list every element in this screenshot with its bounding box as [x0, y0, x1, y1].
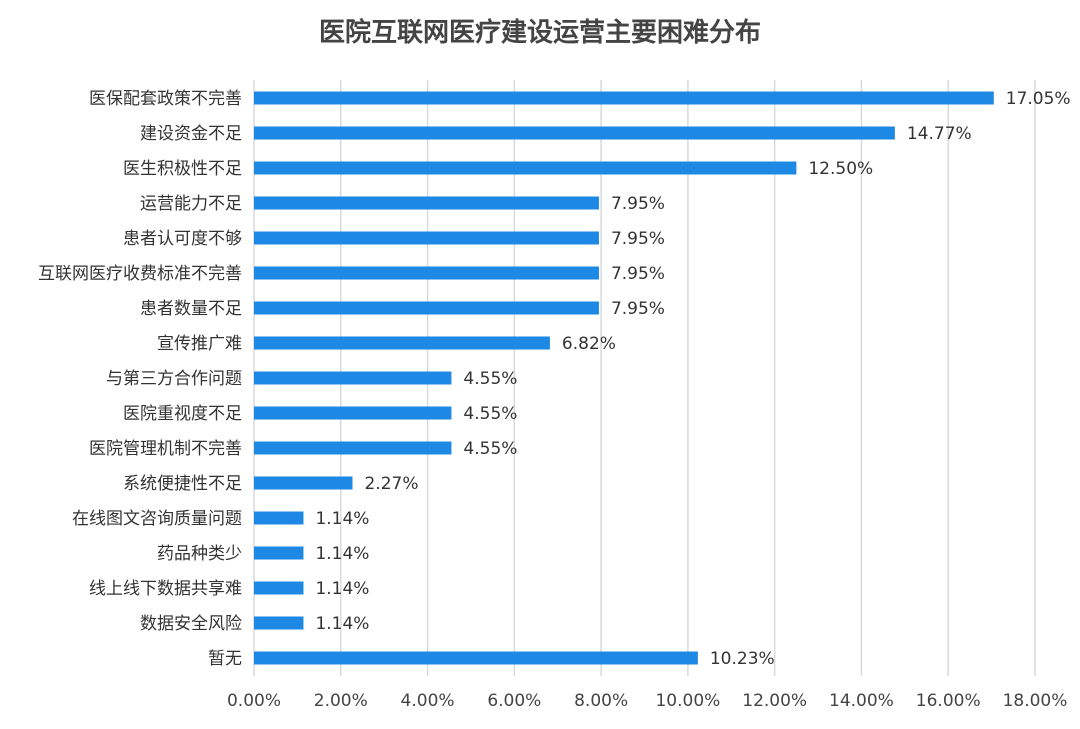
data-label: 12.50%: [808, 159, 873, 179]
category-label: 在线图文咨询质量问题: [72, 509, 242, 529]
bar: [254, 546, 304, 560]
data-label: 17.05%: [1006, 89, 1071, 109]
bar: [254, 371, 452, 385]
bar: [254, 441, 452, 455]
bar: [254, 266, 599, 280]
bar: [254, 476, 353, 490]
data-label: 1.14%: [315, 509, 369, 529]
category-label: 互联网医疗收费标准不完善: [38, 264, 242, 284]
data-label: 4.55%: [463, 369, 517, 389]
x-tick-label: 12.00%: [742, 691, 807, 711]
category-label: 医院管理机制不完善: [89, 439, 242, 459]
x-tick-label: 6.00%: [487, 691, 541, 711]
data-label: 1.14%: [315, 579, 369, 599]
bar: [254, 126, 895, 140]
category-label: 医院重视度不足: [123, 404, 242, 424]
chart-title: 医院互联网医疗建设运营主要困难分布: [318, 18, 761, 48]
data-label: 7.95%: [611, 229, 665, 249]
data-label: 14.77%: [907, 124, 972, 144]
category-label: 运营能力不足: [140, 194, 242, 214]
data-label: 4.55%: [463, 439, 517, 459]
category-label: 药品种类少: [157, 544, 242, 564]
bar: [254, 651, 698, 665]
x-tick-label: 8.00%: [574, 691, 628, 711]
data-label: 10.23%: [710, 649, 775, 669]
category-label: 宣传推广难: [157, 334, 242, 354]
x-tick-label: 4.00%: [401, 691, 455, 711]
x-tick-label: 10.00%: [655, 691, 720, 711]
category-label: 患者认可度不够: [123, 229, 242, 249]
bar: [254, 196, 599, 210]
data-label: 2.27%: [364, 474, 418, 494]
category-label: 线上线下数据共享难: [89, 579, 242, 599]
category-label: 暂无: [208, 649, 242, 669]
category-label: 建设资金不足: [140, 124, 242, 144]
category-label: 患者数量不足: [140, 299, 242, 319]
category-label: 医生积极性不足: [123, 159, 242, 179]
data-label: 4.55%: [463, 404, 517, 424]
x-tick-label: 0.00%: [227, 691, 281, 711]
data-label: 1.14%: [315, 614, 369, 634]
category-label: 与第三方合作问题: [106, 369, 242, 389]
bar: [254, 336, 550, 350]
x-tick-label: 18.00%: [1003, 691, 1068, 711]
bar: [254, 161, 797, 175]
x-tick-label: 16.00%: [916, 691, 981, 711]
data-label: 6.82%: [562, 334, 616, 354]
data-label: 7.95%: [611, 264, 665, 284]
x-tick-label: 2.00%: [314, 691, 368, 711]
bar: [254, 581, 304, 595]
data-label: 7.95%: [611, 194, 665, 214]
bar: [254, 406, 452, 420]
bar: [254, 301, 599, 315]
bar: [254, 91, 994, 105]
bar: [254, 616, 304, 630]
data-label: 7.95%: [611, 299, 665, 319]
category-label: 系统便捷性不足: [123, 474, 242, 494]
category-label: 医保配套政策不完善: [89, 89, 242, 109]
data-label: 1.14%: [315, 544, 369, 564]
x-tick-label: 14.00%: [829, 691, 894, 711]
bar: [254, 511, 304, 525]
bar: [254, 231, 599, 245]
category-label: 数据安全风险: [140, 614, 242, 634]
